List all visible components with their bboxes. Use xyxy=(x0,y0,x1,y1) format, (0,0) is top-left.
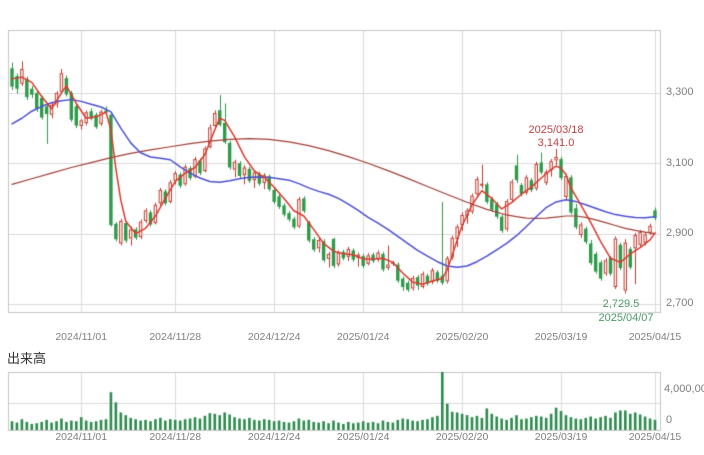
volume-axis-label: 4,000,000 xyxy=(664,383,704,395)
x-axis-label: 2025/01/24 xyxy=(336,431,390,443)
x-axis-label: 2025/03/19 xyxy=(534,331,588,343)
x-axis-label: 2024/11/01 xyxy=(55,431,108,443)
x-axis-label: 2024/11/28 xyxy=(149,431,202,443)
x-axis-label: 2025/02/20 xyxy=(435,431,489,443)
price-axis-label: 3,300 xyxy=(666,86,694,99)
low-annotation-date: 2025/04/07 xyxy=(598,312,654,324)
low-annotation-price: 2,729.5 xyxy=(602,298,640,310)
x-axis-label: 2024/11/28 xyxy=(149,331,202,343)
price-axis-label: 2,700 xyxy=(666,297,694,310)
x-axis-label: 2025/03/19 xyxy=(534,431,588,443)
x-axis-label: 2024/12/24 xyxy=(247,431,301,443)
price-axis-label: 2,900 xyxy=(666,227,694,240)
x-axis-label: 2024/11/01 xyxy=(55,331,108,343)
x-axis-label: 2025/02/20 xyxy=(435,331,489,343)
high-annotation-date: 2025/03/18 xyxy=(528,124,584,136)
volume-axis-label: 0 xyxy=(666,414,673,426)
volume-section-title: 出来高 xyxy=(7,351,47,366)
x-axis-label: 2024/12/24 xyxy=(247,331,301,343)
x-axis-label: 2025/01/24 xyxy=(336,331,390,343)
x-axis-label: 2025/04/15 xyxy=(628,331,682,343)
high-annotation-price: 3,141.0 xyxy=(537,137,575,149)
x-axis-label: 2025/04/15 xyxy=(628,431,682,443)
price-axis-label: 3,100 xyxy=(666,156,694,169)
